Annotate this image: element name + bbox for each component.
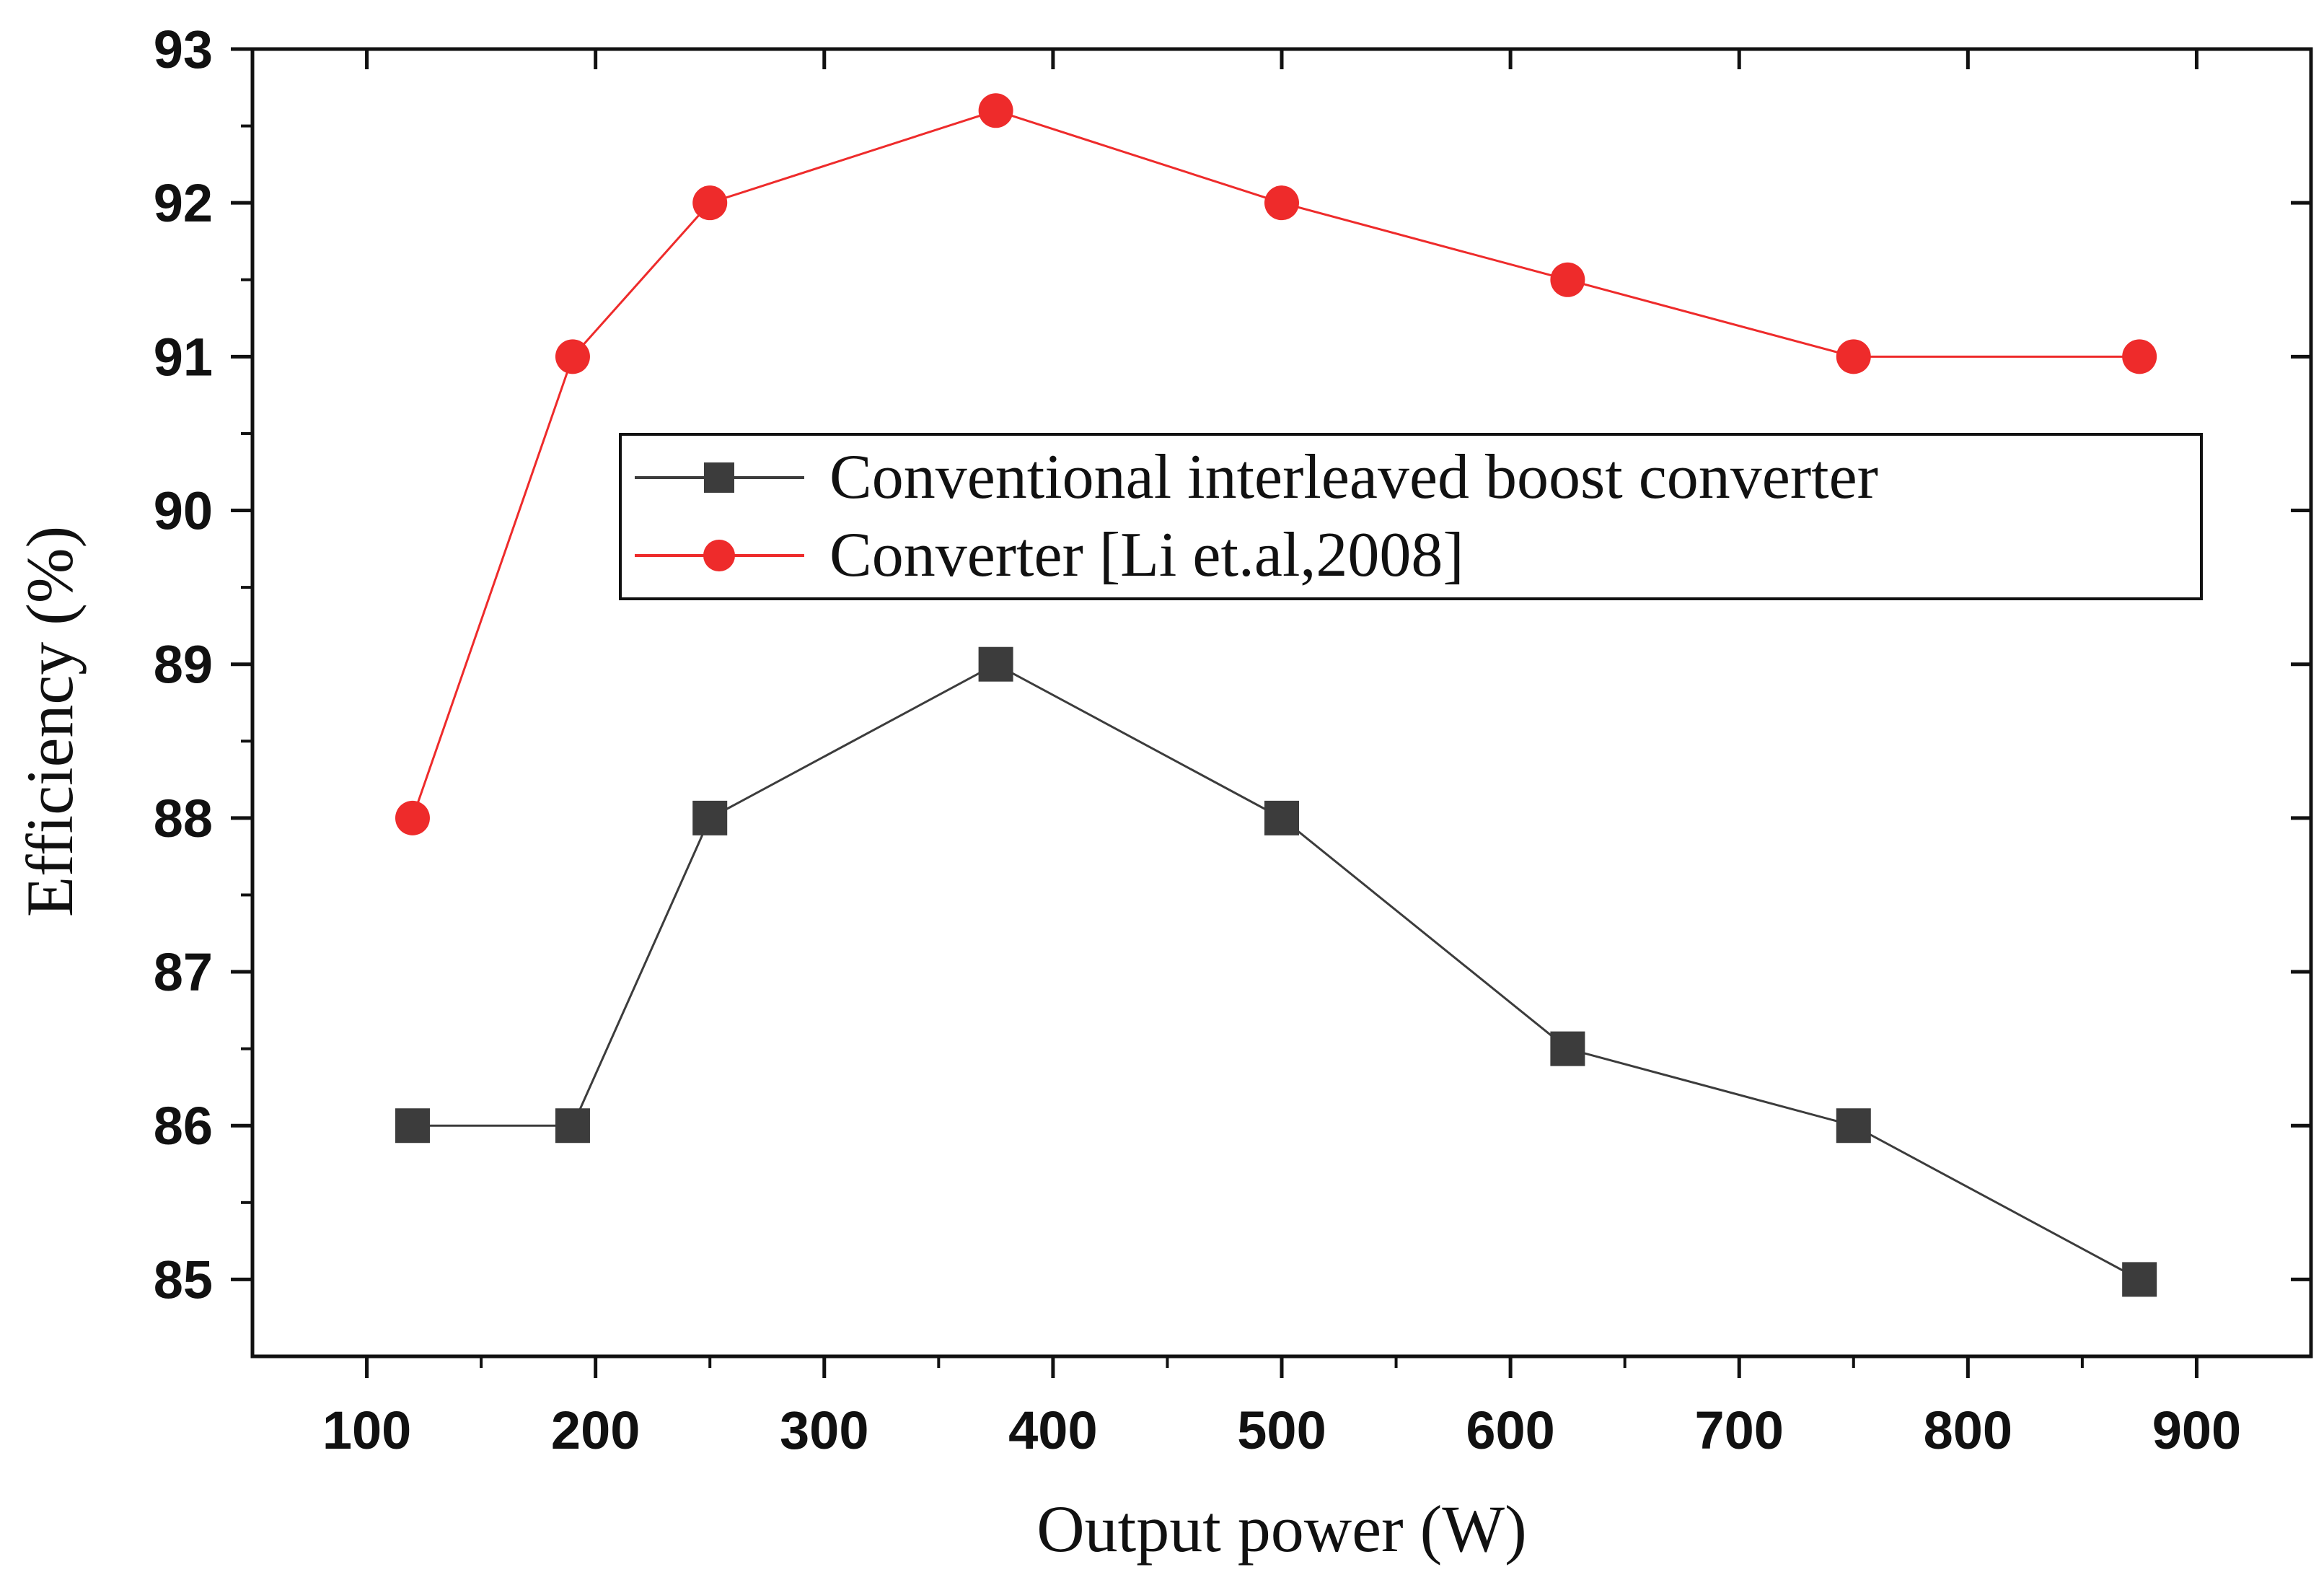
data-point bbox=[1264, 185, 1299, 221]
y-tick-label: 86 bbox=[154, 1096, 213, 1156]
x-tick-label: 700 bbox=[1694, 1400, 1783, 1460]
legend: Conventional interleaved boost converter… bbox=[619, 433, 2203, 600]
x-tick-label: 300 bbox=[780, 1400, 868, 1460]
data-point bbox=[2122, 339, 2157, 374]
data-point bbox=[395, 800, 430, 835]
legend-marker-conventional bbox=[704, 462, 734, 493]
data-point bbox=[1836, 1108, 1871, 1144]
data-point bbox=[1264, 800, 1299, 835]
axis-ticks: 100 200 300 400 500 600 700 800 900 85 86 87 88 89 90 9… bbox=[154, 19, 2311, 1460]
y-tick-label: 85 bbox=[154, 1250, 213, 1309]
x-tick-label: 400 bbox=[1008, 1400, 1097, 1460]
data-point bbox=[555, 339, 590, 374]
x-tick-label: 500 bbox=[1237, 1400, 1326, 1460]
data-point bbox=[1836, 339, 1871, 374]
legend-label-conventional: Conventional interleaved boost converter bbox=[829, 442, 1878, 512]
data-series bbox=[395, 93, 2157, 1297]
data-point bbox=[692, 185, 728, 221]
plot-frame bbox=[250, 47, 2313, 1359]
data-point bbox=[1550, 262, 1585, 297]
data-point bbox=[2122, 1262, 2157, 1297]
legend-marker-li bbox=[703, 540, 735, 571]
x-tick-label: 100 bbox=[322, 1400, 411, 1460]
legend-box bbox=[619, 433, 2203, 600]
x-tick-label: 900 bbox=[2152, 1400, 2241, 1460]
data-point bbox=[978, 646, 1013, 682]
x-tick-label: 600 bbox=[1466, 1400, 1554, 1460]
legend-label-li: Converter [Li et.al,2008] bbox=[829, 520, 1464, 590]
y-tick-label: 90 bbox=[154, 481, 213, 541]
y-tick-label: 93 bbox=[154, 19, 213, 79]
data-point bbox=[395, 1108, 430, 1144]
x-tick-label: 200 bbox=[551, 1400, 640, 1460]
data-point bbox=[978, 93, 1013, 128]
y-tick-label: 89 bbox=[154, 635, 213, 695]
data-point bbox=[692, 800, 728, 835]
series-line-1 bbox=[411, 109, 2140, 819]
y-tick-label: 91 bbox=[154, 327, 213, 387]
series-line-0 bbox=[412, 663, 2140, 1281]
x-tick-label: 800 bbox=[1924, 1400, 2012, 1460]
y-tick-label: 92 bbox=[154, 173, 213, 233]
data-point bbox=[555, 1108, 590, 1144]
y-tick-label: 87 bbox=[154, 942, 213, 1002]
x-axis-title: Output power (W) bbox=[1036, 1492, 1527, 1566]
y-tick-label: 88 bbox=[154, 789, 213, 848]
data-point bbox=[1550, 1031, 1585, 1066]
y-axis-title: Efficiency (%) bbox=[13, 526, 87, 917]
